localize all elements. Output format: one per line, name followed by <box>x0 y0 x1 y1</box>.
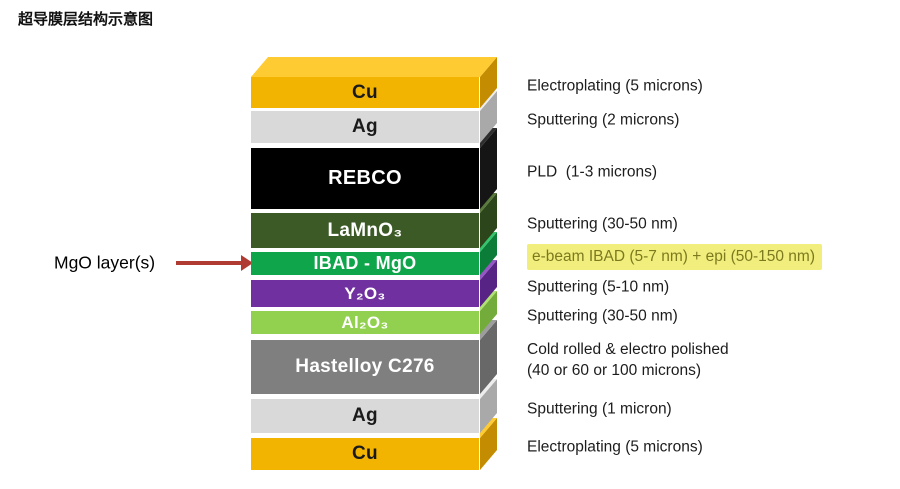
page-title: 超导膜层结构示意图 <box>18 11 154 28</box>
layer-ibad-mgo: IBAD - MgO <box>251 252 479 275</box>
annotation-rebco: PLD (1-3 microns) <box>527 163 658 180</box>
annotation-ibad-mgo: e-beam IBAD (5-7 nm) + epi (50-150 nm) <box>527 243 822 270</box>
mgo-callout-label: MgO layer(s) <box>54 252 156 273</box>
layer-label: Ag <box>352 405 378 426</box>
layer-y2o3: Y₂O₃ <box>251 280 479 307</box>
layer-ag-bottom: Ag <box>251 399 479 433</box>
annotation-ag-bottom: Sputtering (1 micron) <box>527 400 672 418</box>
layer-cu-bottom: Cu <box>251 438 479 470</box>
annotation-lamno3: Sputtering (30-50 nm) <box>527 215 678 232</box>
layer-label: Y₂O₃ <box>344 283 386 303</box>
layer-label: LaMnO₃ <box>327 219 403 241</box>
layer-label: REBCO <box>328 167 402 189</box>
layer-top-face <box>251 57 497 77</box>
layer-label: Hastelloy C276 <box>295 356 435 377</box>
arrow-right-icon <box>176 261 242 265</box>
annotation-y2o3: Sputtering (5-10 nm) <box>527 278 670 295</box>
annotation-hastelloy: Cold rolled & electro polished (40 or 60… <box>527 341 729 379</box>
layer-lamno3: LaMnO₃ <box>251 213 479 248</box>
layer-label: IBAD - MgO <box>313 253 417 273</box>
layer-label: Cu <box>352 81 378 103</box>
layer-label: Cu <box>352 443 378 464</box>
layer-rebco: REBCO <box>251 148 479 209</box>
annotation-cu-top: Electroplating (5 microns) <box>527 77 703 94</box>
layer-al2o3: Al₂O₃ <box>251 311 479 334</box>
layer-side-face <box>480 128 497 209</box>
layer-label: Ag <box>352 116 378 137</box>
annotation-ag-top: Sputtering (2 microns) <box>527 111 680 129</box>
layer-cu-top: Cu <box>251 77 479 108</box>
layer-ag-top: Ag <box>251 111 479 143</box>
annotation-al2o3: Sputtering (30-50 nm) <box>527 307 678 324</box>
layer-side-face <box>480 320 497 394</box>
arrow-right-icon-head <box>241 255 253 271</box>
annotation-cu-bottom: Electroplating (5 microns) <box>527 438 703 456</box>
layer-label: Al₂O₃ <box>341 312 389 332</box>
layer-hastelloy: Hastelloy C276 <box>251 340 479 394</box>
